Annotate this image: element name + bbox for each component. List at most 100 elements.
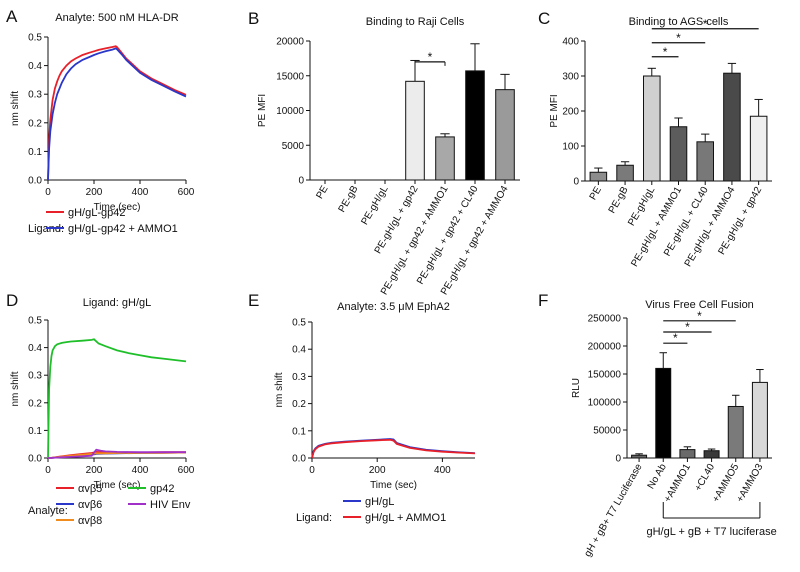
chart-title: Virus Free Cell Fusion — [645, 299, 754, 311]
panel-letter: A — [6, 7, 18, 26]
bar-2 — [679, 449, 696, 459]
bar-6 — [495, 89, 515, 181]
panel-letter: C — [538, 9, 550, 28]
y-tick-label: 0.3 — [292, 372, 306, 383]
y-tick-label: 0.0 — [28, 176, 42, 187]
category-label-2: PE-gH/gL — [359, 184, 390, 227]
y-tick-label: 300 — [562, 72, 579, 83]
category-label-3: +CL40 — [693, 462, 718, 494]
y-tick-label: 0.2 — [28, 398, 42, 409]
significance-star-2: * — [703, 17, 708, 31]
bar-4 — [435, 136, 455, 181]
bar-3 — [669, 126, 688, 182]
bar-3 — [405, 80, 425, 181]
y-tick-label: 0.5 — [28, 316, 42, 327]
legend-label-1: gH/gL + AMMO1 — [365, 512, 446, 524]
panel-letter: E — [248, 291, 259, 310]
y-axis-label: PE MFI — [257, 94, 268, 127]
x-tick-label: 200 — [86, 465, 103, 476]
legend-label-0: αvβ5 — [78, 483, 102, 495]
y-tick-label: 0.5 — [292, 318, 306, 329]
y-tick-label: 20000 — [276, 37, 304, 48]
x-tick-label: 0 — [309, 465, 315, 476]
significance-star-0: * — [428, 50, 433, 64]
panel-a: A Analyte: 500 nM HLA-DR 0.0 0.1 0.2 0.3 0.4 0.… — [6, 7, 195, 235]
y-tick-label: 250000 — [588, 314, 622, 325]
y-tick-label: 400 — [562, 37, 579, 48]
y-tick-label: 0.3 — [28, 90, 42, 101]
y-tick-label: 100000 — [588, 398, 622, 409]
y-tick-label: 0.1 — [292, 426, 306, 437]
y-tick-label: 0 — [298, 176, 304, 187]
category-label-0: PE — [588, 185, 604, 202]
y-tick-label: 0.2 — [28, 118, 42, 129]
panel-letter: D — [6, 291, 18, 310]
legend-label-3: gp42 — [150, 483, 174, 495]
y-tick-label: 0.4 — [28, 343, 42, 354]
bar-5 — [723, 72, 741, 182]
y-tick-label: 0.1 — [28, 147, 42, 158]
x-tick-label: 0 — [45, 187, 51, 198]
x-axis-label: Time (sec) — [94, 202, 141, 213]
significance-star-0: * — [663, 45, 668, 59]
bar-5 — [751, 381, 768, 459]
bar-5 — [465, 70, 485, 181]
x-axis-label: Time (sec) — [94, 480, 141, 491]
legend-title: Analyte: — [28, 505, 68, 517]
bar-1 — [616, 164, 634, 182]
category-label-1: No Ab — [646, 462, 669, 491]
y-tick-label: 0 — [573, 177, 579, 188]
bracket-label: gH/gL + gB + T7 luciferase — [646, 526, 776, 538]
series-line-1 — [47, 47, 187, 181]
x-tick-label: 400 — [434, 465, 451, 476]
y-tick-label: 0.4 — [28, 61, 42, 72]
category-label-1: PE-gB — [337, 184, 361, 215]
category-label-1: PE-gB — [607, 185, 631, 216]
y-tick-label: 0.3 — [28, 371, 42, 382]
significance-star-1: * — [685, 320, 690, 334]
legend-label-2: αvβ8 — [78, 515, 102, 527]
panel-letter: F — [538, 291, 548, 310]
y-tick-label: 0.0 — [292, 454, 306, 465]
bar-2 — [643, 75, 661, 182]
y-axis-label: nm shift — [10, 371, 21, 406]
panel-d: D Ligand: gH/gL 0.0 0.1 0.2 0.3 0.4 0.5 nm shift… — [6, 291, 195, 527]
y-tick-label: 0 — [615, 454, 621, 465]
x-tick-label: 200 — [369, 465, 386, 476]
legend-title: Ligand: — [296, 512, 332, 524]
chart-title: Analyte: 3.5 μM EphA2 — [337, 301, 450, 313]
y-tick-label: 10000 — [276, 106, 304, 117]
bar-3 — [703, 450, 720, 459]
bar-4 — [696, 141, 714, 182]
x-tick-label: 600 — [178, 187, 195, 198]
series-line-1 — [311, 438, 476, 459]
y-tick-label: 50000 — [593, 426, 621, 437]
significance-star-1: * — [676, 31, 681, 45]
series-line-3 — [47, 338, 187, 459]
y-tick-label: 150000 — [588, 370, 622, 381]
x-tick-label: 0 — [45, 465, 51, 476]
category-label-0: PE — [314, 184, 330, 201]
bar-0 — [589, 171, 608, 182]
y-tick-label: 5000 — [282, 141, 305, 152]
y-axis-label: PE MFI — [549, 94, 560, 127]
x-axis-label: Time (sec) — [370, 480, 417, 491]
y-tick-label: 0.4 — [292, 345, 306, 356]
panel-c: C Binding to AGS cells 0 100 200 300 400 PE MFI… — [538, 9, 772, 269]
bar-0 — [631, 454, 648, 459]
significance-star-0: * — [673, 331, 678, 345]
legend-label-1: αvβ6 — [78, 499, 102, 511]
y-tick-label: 200000 — [588, 342, 622, 353]
y-axis-label: RLU — [571, 378, 582, 398]
y-tick-label: 200 — [562, 107, 579, 118]
chart-title: Binding to Raji Cells — [366, 16, 465, 28]
y-tick-label: 0.0 — [28, 454, 42, 465]
y-tick-label: 100 — [562, 142, 579, 153]
bar-1 — [655, 367, 672, 459]
x-tick-label: 200 — [86, 187, 103, 198]
significance-star-2: * — [697, 309, 702, 323]
panel-e: E Analyte: 3.5 μM EphA2 0.0 0.1 0.2 0.3 0.4 0.5… — [248, 291, 476, 524]
chart-title: Ligand: gH/gL — [83, 297, 152, 309]
series-line-4 — [48, 448, 186, 459]
